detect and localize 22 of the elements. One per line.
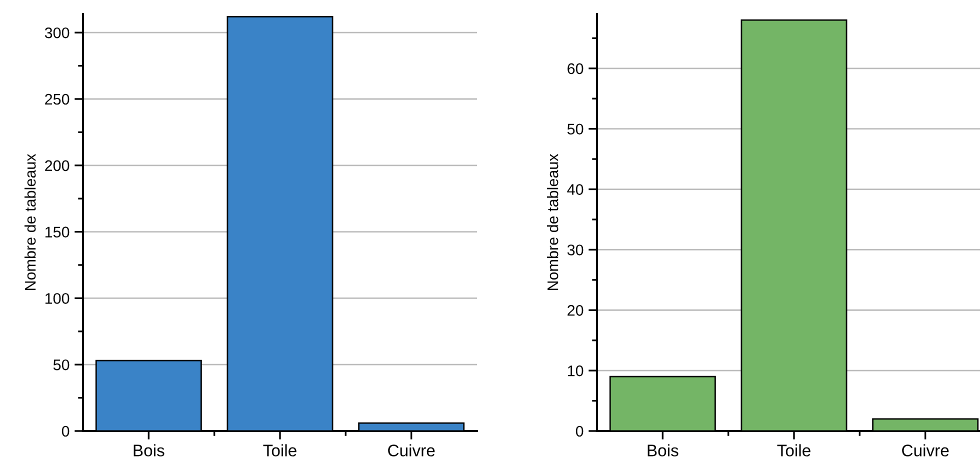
y-tick-label: 30 bbox=[567, 244, 584, 256]
y-tick-label: 300 bbox=[44, 27, 70, 38]
y-tick-label: 60 bbox=[568, 63, 584, 74]
x-tick-label: Bois bbox=[648, 444, 678, 456]
x-tick-label: Toile bbox=[777, 444, 810, 456]
y-tick-label: 0 bbox=[62, 426, 70, 437]
x-tick-label: Cuivre bbox=[902, 444, 949, 456]
y-axis-title: Nombre de tableaux bbox=[24, 154, 36, 290]
y-tick-label: 20 bbox=[568, 305, 584, 316]
y-tick-label: 10 bbox=[568, 365, 584, 376]
y-tick-label: 150 bbox=[45, 226, 70, 238]
y-tick-label: 40 bbox=[567, 184, 584, 195]
y-axis-title: Nombre de tableaux bbox=[547, 154, 558, 290]
y-tick-label: 100 bbox=[45, 293, 70, 304]
x-tick-label: Bois bbox=[134, 444, 164, 456]
y-tick-label: 200 bbox=[45, 160, 70, 172]
y-tick-label: 0 bbox=[576, 426, 584, 437]
x-tick-label: Cuivre bbox=[388, 444, 435, 456]
y-tick-label: 50 bbox=[567, 124, 584, 135]
y-tick-label: 250 bbox=[45, 94, 70, 105]
x-tick-label: Toile bbox=[263, 444, 296, 456]
y-tick-label: 50 bbox=[53, 359, 70, 370]
